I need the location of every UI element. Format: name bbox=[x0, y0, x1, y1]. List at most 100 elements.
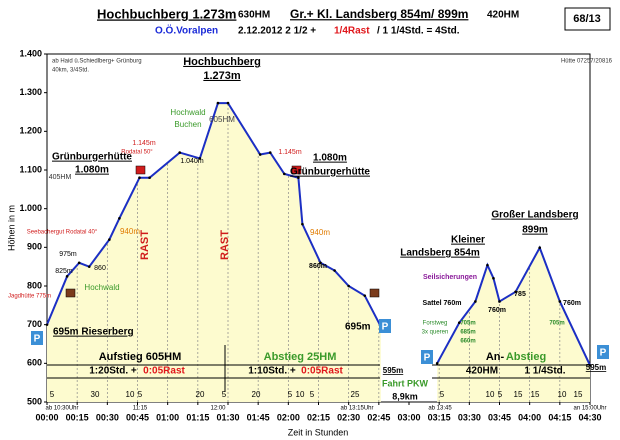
band-label: 420HM bbox=[466, 366, 498, 377]
annotation: 1.040m bbox=[180, 158, 204, 165]
duration-label: 30 bbox=[91, 390, 100, 399]
area-fill bbox=[437, 247, 590, 402]
y-tick-label: 1.300 bbox=[19, 87, 42, 97]
x-tick-label: 03:15 bbox=[428, 412, 451, 422]
annotation: 405HM bbox=[49, 174, 72, 181]
x-tick-label: 01:00 bbox=[156, 412, 179, 422]
annotation: ab Haid ü.Schiedlberg+ Grünburg bbox=[52, 59, 142, 65]
profile-point bbox=[118, 217, 121, 220]
y-tick-label: 1.200 bbox=[19, 126, 42, 136]
annotation: 695m bbox=[345, 322, 371, 333]
profile-point bbox=[77, 261, 81, 265]
duration-label: 5 bbox=[288, 390, 293, 399]
band-label: An- bbox=[486, 351, 505, 363]
band-label: 8,9km bbox=[392, 391, 418, 401]
hut-marker bbox=[369, 288, 380, 298]
band-label: Fahrt PKW bbox=[382, 378, 429, 388]
duration-label: 15 bbox=[514, 390, 523, 399]
profile-point bbox=[108, 238, 111, 241]
y-tick-label: 900 bbox=[27, 242, 42, 252]
annotation: Rodatal 50° bbox=[121, 150, 153, 156]
profile-point bbox=[198, 157, 202, 160]
band-label: 1:10Std. + bbox=[248, 366, 296, 377]
annotation: 760m bbox=[563, 300, 581, 307]
annotation: 3x queren bbox=[422, 330, 449, 336]
x-tick-label: 00:45 bbox=[126, 412, 149, 422]
header-rest: 1/4Rast bbox=[334, 26, 370, 37]
annotation: Jagdhütte 775m bbox=[8, 294, 51, 300]
duration-label: 5 bbox=[138, 390, 143, 399]
profile-point bbox=[148, 176, 151, 180]
annotation: 595m bbox=[586, 363, 606, 372]
parking-box bbox=[379, 319, 391, 333]
x-tick-label: 00:30 bbox=[96, 412, 119, 422]
annotation: RAST bbox=[219, 230, 231, 260]
parking-label: P bbox=[34, 334, 41, 345]
annotation: 595m bbox=[383, 366, 403, 375]
parking-label: P bbox=[600, 348, 607, 359]
annotation: 605HM bbox=[209, 115, 235, 124]
x-tick-label: 00:00 bbox=[35, 412, 58, 422]
duration-label: 5 bbox=[440, 390, 445, 399]
annotation: Hochwald bbox=[84, 283, 119, 292]
annotation: 695m Rieserberg bbox=[53, 327, 134, 338]
duration-label: 5 bbox=[498, 390, 503, 399]
header-hm-left: 630HM bbox=[238, 10, 270, 21]
annotation: Forstweg bbox=[423, 321, 448, 327]
hut-marker bbox=[65, 288, 76, 298]
annotation: 1.145m bbox=[132, 140, 156, 147]
profile-point bbox=[226, 101, 230, 105]
x-tick-label: 02:45 bbox=[367, 412, 390, 422]
x-tick-label: 03:30 bbox=[458, 412, 481, 422]
annotation: RAST bbox=[139, 230, 151, 260]
y-tick-label: 1.400 bbox=[19, 48, 42, 58]
x-tick-label: 01:15 bbox=[186, 412, 209, 422]
profile-point bbox=[283, 172, 286, 176]
band-label: 0:05Rast bbox=[301, 366, 343, 377]
profile-point bbox=[558, 300, 562, 303]
parking-box bbox=[31, 331, 43, 345]
parking-label: P bbox=[424, 353, 431, 364]
duration-label: 5 bbox=[310, 390, 315, 399]
profile-point bbox=[498, 300, 501, 303]
annotation: Grünburgerhütte bbox=[290, 167, 370, 178]
profile-point bbox=[65, 275, 69, 278]
header-region: O.Ö.Voralpen bbox=[155, 24, 218, 37]
duration-label: 25 bbox=[351, 390, 360, 399]
parking-box bbox=[597, 345, 609, 359]
x-tick-label: 03:00 bbox=[397, 412, 420, 422]
annotation: 785 bbox=[514, 291, 526, 298]
profile-point bbox=[216, 101, 220, 105]
duration-label: 5 bbox=[50, 390, 55, 399]
duration-label: 10 bbox=[126, 390, 135, 399]
annotation: 705m bbox=[460, 321, 475, 327]
clock-time: ab 13:45 bbox=[428, 406, 452, 412]
annotation: Hütte 07257/20816 bbox=[561, 59, 613, 65]
y-tick-label: 800 bbox=[27, 280, 42, 290]
profile-point bbox=[492, 276, 495, 280]
clock-time: ab 10:30Uhr bbox=[45, 406, 78, 412]
parking-label: P bbox=[382, 322, 389, 333]
x-tick-label: 02:15 bbox=[307, 412, 330, 422]
profile-point bbox=[87, 265, 91, 268]
duration-label: 5 bbox=[222, 390, 227, 399]
duration-label: 10 bbox=[296, 390, 305, 399]
parking-box bbox=[421, 350, 433, 364]
y-tick-label: 700 bbox=[27, 319, 42, 329]
band-label: 1 1/4Std. bbox=[524, 366, 565, 377]
x-tick-label: 02:00 bbox=[277, 412, 300, 422]
annotation: 1.145m bbox=[278, 149, 302, 156]
annotation: 705m bbox=[549, 321, 564, 327]
annotation: Buchen bbox=[174, 120, 201, 129]
annotation: 1.080m bbox=[313, 153, 347, 164]
x-tick-label: 03:45 bbox=[488, 412, 511, 422]
header-number: 68/13 bbox=[573, 13, 601, 25]
annotation: 860 bbox=[94, 265, 106, 272]
band-label: Abstieg 25HM bbox=[264, 351, 337, 363]
profile-point bbox=[435, 362, 439, 365]
y-axis-label: Höhen in m bbox=[6, 205, 16, 251]
profile-point bbox=[138, 176, 141, 180]
header-total: / 1 1/4Std. = 4Std. bbox=[377, 26, 460, 37]
header-date: 2.12.2012 2 1/2 + bbox=[238, 26, 316, 37]
